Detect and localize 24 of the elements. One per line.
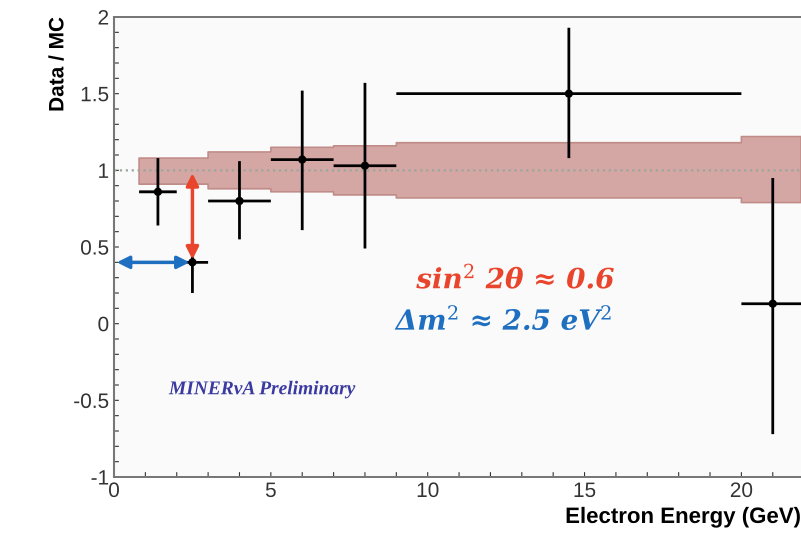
point — [564, 90, 574, 98]
annotation: MINERvA Preliminary — [168, 380, 356, 398]
point — [235, 196, 244, 206]
y-tick-label: 1 — [99, 164, 108, 178]
point — [298, 155, 306, 164]
annotation: Δm$^{2}$ ≈ 2.5 eV$^{2}$ — [394, 305, 611, 330]
point — [154, 188, 162, 196]
point — [188, 258, 197, 266]
y-tick-label: 0 — [98, 316, 108, 332]
y-tick-label: 1.5 — [82, 86, 108, 102]
point — [768, 300, 777, 308]
x-tick-label: 10 — [418, 482, 438, 498]
y-tick-label: 0.5 — [80, 240, 108, 255]
x-tick-label: 15 — [574, 482, 596, 498]
point — [360, 162, 370, 170]
x-tick-label: 20 — [730, 482, 752, 498]
y-tick-label: -1 — [92, 470, 108, 485]
y-tick-label: 2 — [98, 10, 108, 25]
annotation: sin$^{2}$ 2θ ≈ 0.6 — [416, 264, 614, 289]
x-tick-label: 5 — [266, 482, 276, 498]
x-axis-title: Electron Energy (GeV) — [566, 506, 800, 528]
x-tick-label: 0 — [109, 482, 119, 498]
y-tick-label: -0.5 — [74, 393, 108, 408]
y-axis-title: Data / MC — [48, 18, 64, 111]
